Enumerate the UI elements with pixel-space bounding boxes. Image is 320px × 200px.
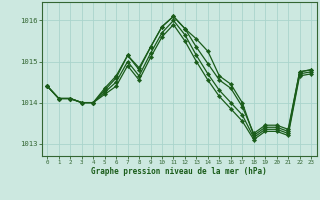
X-axis label: Graphe pression niveau de la mer (hPa): Graphe pression niveau de la mer (hPa) xyxy=(91,167,267,176)
